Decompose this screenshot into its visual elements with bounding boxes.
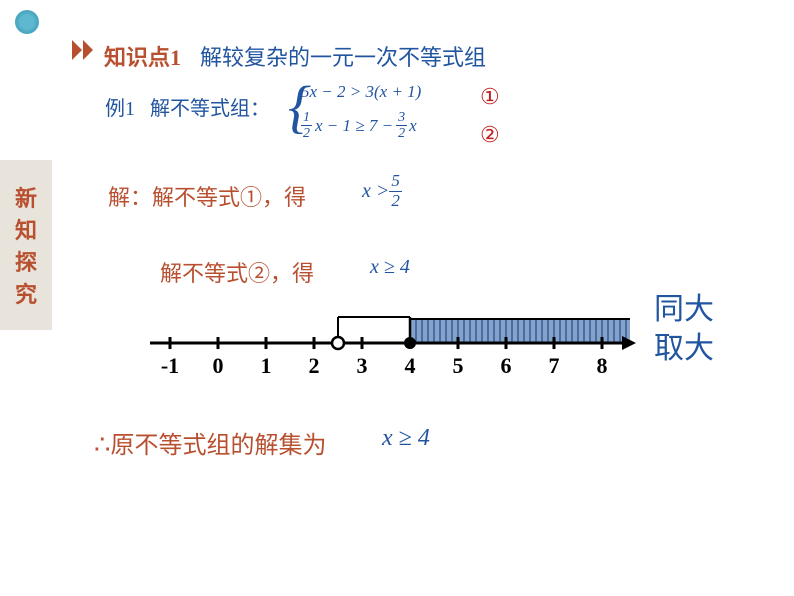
solve-step-1: 解：解不等式①，得 [108,180,306,212]
equation-1: 5x − 2 > 3(x + 1) [301,82,421,102]
svg-text:-1: -1 [161,353,179,378]
sidebar-c2: 知 [15,213,37,245]
result-2: x ≥ 4 [370,256,410,279]
svg-text:3: 3 [357,353,368,378]
number-line: -1 0 1 2 3 4 5 6 7 8 [130,308,640,391]
knowledge-point-text: 解较复杂的一元一次不等式组 [200,40,486,72]
sidebar-c3: 探 [15,245,37,277]
example-label: 例1 [105,92,135,121]
eq2-mid: x − 1 ≥ 7 − [315,116,393,136]
example-text: 解不等式组： [150,92,270,121]
knowledge-point-label: 知识点1 [104,40,181,72]
conclusion-text: 原不等式组的解集为 [111,433,327,459]
solve-step-2: 解不等式②，得 [160,256,314,288]
rule-line-2: 取大 [654,329,714,368]
result-1-prefix: x > [362,180,389,203]
sidebar-c1: 新 [15,181,37,213]
svg-text:2: 2 [309,353,320,378]
arrow-icon [72,40,100,60]
equation-2: 1 2 x − 1 ≥ 7 − 3 2 x [301,110,417,142]
svg-text:0: 0 [213,353,224,378]
conclusion-line: ∴原不等式组的解集为 [94,425,327,460]
result-1-fraction: 5 2 [389,172,402,210]
sidebar-c4: 究 [15,277,37,309]
circled-1: ① [480,84,500,110]
final-answer: x ≥ 4 [382,425,430,452]
svg-text:1: 1 [261,353,272,378]
svg-text:6: 6 [501,353,512,378]
svg-text:7: 7 [549,353,560,378]
rule-text: 同大 取大 [654,290,714,368]
sidebar-label: 新 知 探 究 [0,160,52,330]
rule-line-1: 同大 [654,290,714,329]
therefore-icon: ∴ [94,430,111,459]
logo-icon [15,10,39,34]
eq2-tail: x [409,116,417,136]
result-1: x > 5 2 [362,172,402,210]
circled-2: ② [480,122,500,148]
fraction-2: 3 2 [396,110,407,142]
svg-text:5: 5 [453,353,464,378]
svg-text:4: 4 [405,353,416,378]
fraction-1: 1 2 [301,110,312,142]
svg-text:8: 8 [597,353,608,378]
